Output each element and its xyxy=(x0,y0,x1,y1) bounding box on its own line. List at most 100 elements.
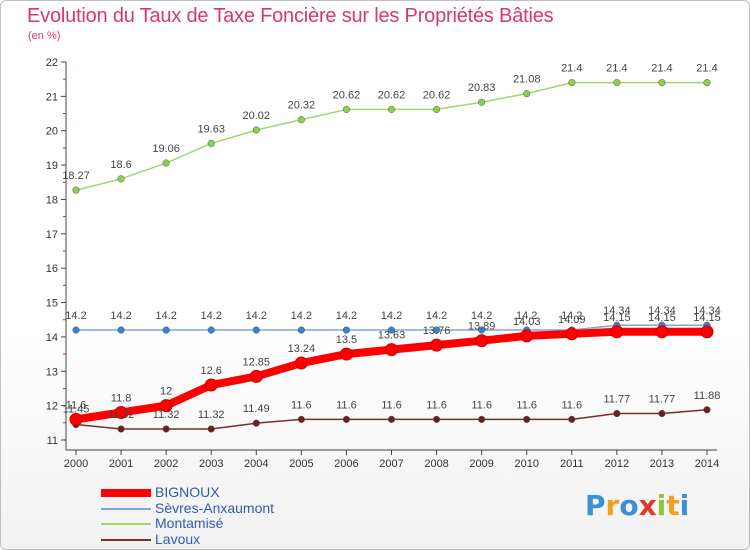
y-tick-label: 20 xyxy=(46,126,58,138)
legend-label-lavoux: Lavoux xyxy=(155,530,201,547)
data-point xyxy=(658,409,666,418)
data-label: 21.4 xyxy=(651,63,672,75)
data-point xyxy=(342,105,350,113)
y-tick-label: 18 xyxy=(46,194,58,206)
data-label: 21.08 xyxy=(513,74,541,86)
data-point xyxy=(478,415,486,423)
data-label: 14.2 xyxy=(201,310,222,322)
data-point xyxy=(568,79,576,87)
data-point xyxy=(385,343,398,357)
data-label: 11.6 xyxy=(561,399,582,411)
y-tick-label: 12 xyxy=(46,401,58,413)
data-label: 14.2 xyxy=(110,310,131,322)
data-label: 11.6 xyxy=(336,399,357,411)
data-point xyxy=(478,326,486,334)
data-point xyxy=(478,98,486,106)
y-tick-label: 17 xyxy=(46,229,58,241)
y-tick-label: 22 xyxy=(46,57,58,69)
data-label: 14.2 xyxy=(471,310,492,322)
data-label: 11.32 xyxy=(153,409,180,421)
y-tick-label: 14 xyxy=(46,332,58,344)
legend-label-bignoux: BIGNOUX xyxy=(155,484,220,500)
y-tick-label: 16 xyxy=(46,263,58,275)
data-point xyxy=(433,326,441,334)
data-point xyxy=(159,399,173,413)
data-point xyxy=(72,326,80,334)
y-tick-label: 19 xyxy=(46,160,58,172)
data-label: 14.2 xyxy=(65,310,86,322)
data-point xyxy=(117,175,125,183)
data-label: 11.6 xyxy=(291,399,312,411)
data-label: 19.06 xyxy=(152,143,180,155)
data-label: 11.6 xyxy=(426,399,447,411)
legend-label-montamise: Montamisé xyxy=(155,515,224,531)
data-label: 11.77 xyxy=(649,394,676,406)
x-tick-label: 2014 xyxy=(695,458,719,470)
data-point xyxy=(613,79,621,87)
data-label: 11.6 xyxy=(381,399,402,411)
data-label: 14.2 xyxy=(561,310,582,322)
data-label: 11.49 xyxy=(243,403,270,415)
data-label: 11.6 xyxy=(516,399,537,411)
data-label: 13.63 xyxy=(378,330,406,342)
data-point xyxy=(387,105,396,113)
data-point xyxy=(523,90,531,98)
data-point xyxy=(294,356,308,370)
data-point xyxy=(703,406,711,414)
data-point xyxy=(162,326,170,334)
data-point xyxy=(433,105,441,113)
x-tick-label: 2009 xyxy=(469,458,493,470)
legend-swatch-lavoux xyxy=(101,538,151,541)
x-tick-label: 2006 xyxy=(334,458,358,470)
data-point xyxy=(613,409,621,418)
x-tick-label: 2000 xyxy=(64,458,88,470)
data-point xyxy=(700,325,714,339)
data-label: 11.77 xyxy=(603,394,630,406)
data-point xyxy=(655,325,669,339)
y-tick-label: 13 xyxy=(46,366,58,378)
data-label: 14.2 xyxy=(246,310,267,322)
x-tick-label: 2007 xyxy=(379,458,403,470)
data-label: 14.34 xyxy=(693,305,721,317)
data-point xyxy=(252,419,260,427)
data-label: 20.83 xyxy=(468,82,496,94)
data-point xyxy=(297,326,305,334)
data-point xyxy=(162,159,170,167)
data-point xyxy=(430,338,444,352)
data-point xyxy=(162,425,170,433)
data-point xyxy=(339,347,353,361)
data-point xyxy=(297,415,305,423)
data-label: 14.03 xyxy=(513,316,541,328)
legend-swatch-bignoux xyxy=(101,489,151,497)
proxiti-logo: Proxiti xyxy=(585,489,690,522)
data-point xyxy=(387,415,396,423)
data-point xyxy=(252,126,260,134)
data-point xyxy=(520,329,534,343)
data-label: 21.4 xyxy=(696,63,717,75)
data-label: 14.34 xyxy=(603,305,631,317)
data-point xyxy=(433,415,441,423)
data-label: 20.62 xyxy=(333,89,361,101)
data-point xyxy=(207,425,215,433)
data-label: 11.6 xyxy=(66,399,87,411)
data-label: 14.2 xyxy=(155,310,176,322)
data-point xyxy=(72,186,80,194)
data-label: 18.27 xyxy=(62,170,90,182)
data-label: 20.62 xyxy=(423,89,451,101)
data-label: 11.45 xyxy=(63,404,90,416)
data-label: 14.2 xyxy=(336,310,357,322)
y-tick-label: 15 xyxy=(46,298,58,310)
x-tick-label: 2008 xyxy=(424,458,448,470)
data-label: 11.88 xyxy=(694,390,721,402)
x-tick-label: 2005 xyxy=(289,458,313,470)
x-tick-label: 2003 xyxy=(199,458,223,470)
data-point xyxy=(297,116,305,124)
data-label: 18.6 xyxy=(110,159,131,171)
data-label: 13.24 xyxy=(288,343,316,355)
data-point xyxy=(69,412,83,426)
x-tick-label: 2011 xyxy=(560,458,584,470)
data-label: 13.89 xyxy=(468,321,496,333)
data-label: 13.5 xyxy=(336,334,357,346)
